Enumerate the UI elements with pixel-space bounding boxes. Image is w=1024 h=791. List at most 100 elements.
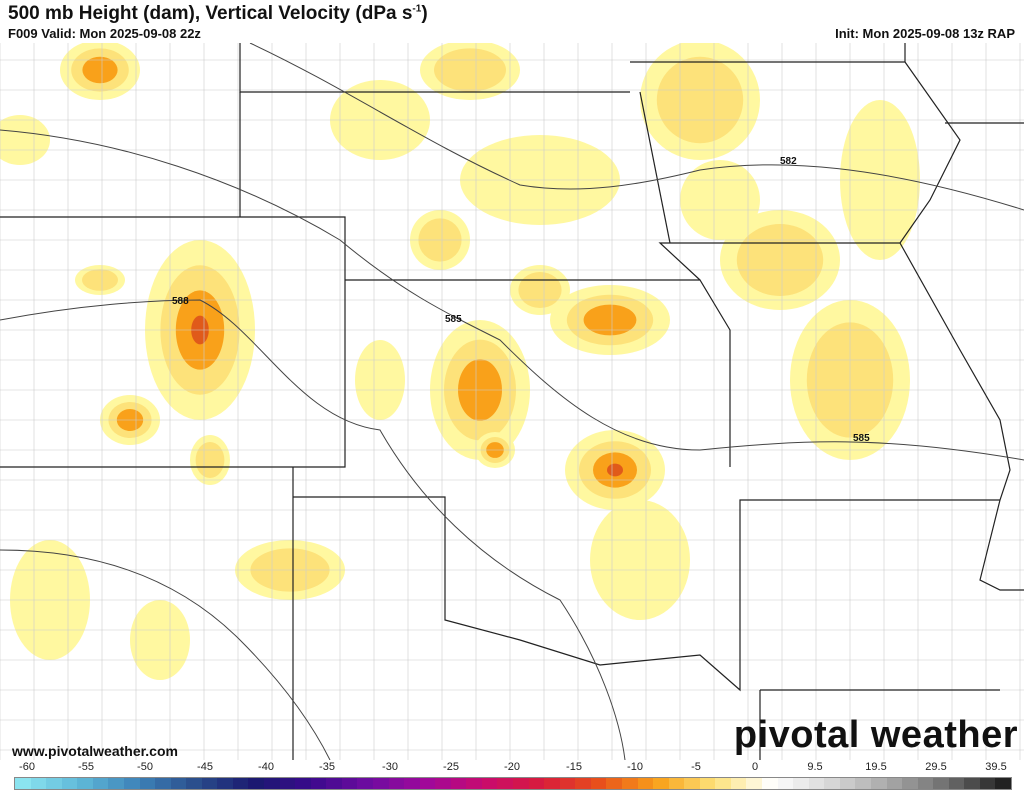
colorbar-swatch	[793, 778, 809, 789]
colorbar-swatch	[279, 778, 296, 789]
colorbar-tick-label: 39.5	[985, 761, 1007, 773]
colorbar-swatch	[902, 778, 918, 789]
colorbar-swatch	[839, 778, 856, 789]
contour-label: 582	[780, 156, 797, 167]
colorbar-swatch	[295, 778, 311, 789]
velocity-shading-region	[355, 340, 405, 420]
colorbar-swatch	[388, 778, 405, 789]
colorbar-swatch	[575, 778, 591, 789]
colorbar-swatch	[201, 778, 218, 789]
colorbar-swatch	[653, 778, 669, 789]
colorbar-swatch	[730, 778, 747, 789]
colorbar-swatch	[917, 778, 934, 789]
colorbar-swatch	[513, 778, 529, 789]
contour-label: 585	[445, 314, 462, 325]
velocity-shading-region	[434, 48, 506, 92]
colorbar-swatch	[217, 778, 233, 789]
colorbar-swatch	[248, 778, 264, 789]
county-lines	[0, 43, 1024, 760]
colorbar-tick-label: 9.5	[807, 761, 823, 773]
colorbar-swatch	[559, 778, 576, 789]
colorbar-swatch	[544, 778, 560, 789]
colorbar-swatch	[621, 778, 638, 789]
velocity-shading-region	[518, 272, 562, 308]
colorbar-swatch	[232, 778, 249, 789]
init-time: Init: Mon 2025-09-08 13z RAP	[835, 26, 1015, 41]
colorbar-tick-label: -10	[627, 761, 643, 773]
colorbar-swatch	[606, 778, 622, 789]
colorbar-tick-label: -15	[566, 761, 582, 773]
pivotal-weather-logo: pivotal weather	[733, 714, 1018, 756]
colorbar-swatch	[77, 778, 93, 789]
colorbar-swatch	[964, 778, 980, 789]
colorbar-swatch	[668, 778, 685, 789]
colorbar-swatch	[528, 778, 545, 789]
colorbar-swatch	[170, 778, 187, 789]
contour-labels: 588 585 582 585	[172, 156, 870, 444]
velocity-shading-region	[656, 56, 744, 144]
colorbar-tick-label: -30	[382, 761, 398, 773]
colorbar-tick-label: -5	[691, 761, 701, 773]
colorbar-swatch	[466, 778, 482, 789]
velocity-shading-region	[82, 269, 118, 291]
colorbar-swatch	[886, 778, 903, 789]
colorbar-swatch	[123, 778, 140, 789]
contour-label: 585	[853, 433, 870, 444]
colorbar-swatch	[684, 778, 700, 789]
colorbar-swatch	[264, 778, 280, 789]
map-title: 500 mb Height (dam), Vertical Velocity (…	[8, 3, 428, 24]
colorbar-swatch	[186, 778, 202, 789]
colorbar-swatch	[979, 778, 996, 789]
velocity-shading-region	[195, 442, 225, 478]
colorbar-swatch	[450, 778, 467, 789]
colorbar-swatch	[46, 778, 62, 789]
colorbar-swatch	[715, 778, 731, 789]
colorbar-swatch	[995, 778, 1011, 789]
colorbar-tick-label: -60	[19, 761, 35, 773]
contour-label: 588	[172, 296, 189, 307]
colorbar-swatch	[777, 778, 794, 789]
colorbar-tick-label: -50	[137, 761, 153, 773]
colorbar-swatch	[481, 778, 498, 789]
colorbar-swatch	[699, 778, 716, 789]
velocity-shading-region	[590, 500, 690, 620]
colorbar-swatch	[870, 778, 887, 789]
colorbar-tick-label: 0	[751, 761, 759, 773]
colorbar-swatch	[108, 778, 124, 789]
colorbar-swatch	[824, 778, 840, 789]
colorbar-swatch	[762, 778, 778, 789]
colorbar-swatch	[357, 778, 373, 789]
colorbar-tick-label: 19.5	[865, 761, 887, 773]
website-url[interactable]: www.pivotalweather.com	[12, 743, 178, 759]
colorbar-swatch	[590, 778, 607, 789]
velocity-shading-region	[736, 224, 824, 296]
colorbar-tick-label: -55	[78, 761, 94, 773]
state-borders	[0, 43, 1024, 760]
colorbar-swatch	[155, 778, 171, 789]
colorbar-ticks: -60 -55 -50 -45 -40 -35 -30 -25 -20 -15 -10 -5 0 9.5 1…	[0, 761, 1024, 775]
colorbar-swatch	[746, 778, 762, 789]
colorbar-swatch	[404, 778, 420, 789]
colorbar-swatch	[637, 778, 654, 789]
colorbar-swatch	[497, 778, 513, 789]
colorbar-swatch	[419, 778, 436, 789]
colorbar-swatch	[341, 778, 358, 789]
weather-map: 588 585 582 585	[0, 43, 1024, 760]
colorbar-tick-label: -20	[504, 761, 520, 773]
velocity-shading-region	[607, 463, 623, 477]
colorbar-swatch	[310, 778, 327, 789]
height-contours	[0, 43, 1024, 760]
colorbar-swatch	[933, 778, 949, 789]
velocity-shading-region	[82, 56, 118, 84]
velocity-shading-region	[130, 600, 190, 680]
colorbar-swatch	[61, 778, 78, 789]
colorbar	[14, 777, 1012, 790]
colorbar-swatch	[948, 778, 965, 789]
colorbar-tick-label: -35	[319, 761, 335, 773]
colorbar-swatch	[15, 778, 31, 789]
colorbar-swatch	[326, 778, 342, 789]
velocity-shading-region	[583, 304, 637, 336]
valid-time: F009 Valid: Mon 2025-09-08 22z	[8, 26, 201, 41]
colorbar-tick-label: -40	[258, 761, 274, 773]
colorbar-swatch	[372, 778, 389, 789]
